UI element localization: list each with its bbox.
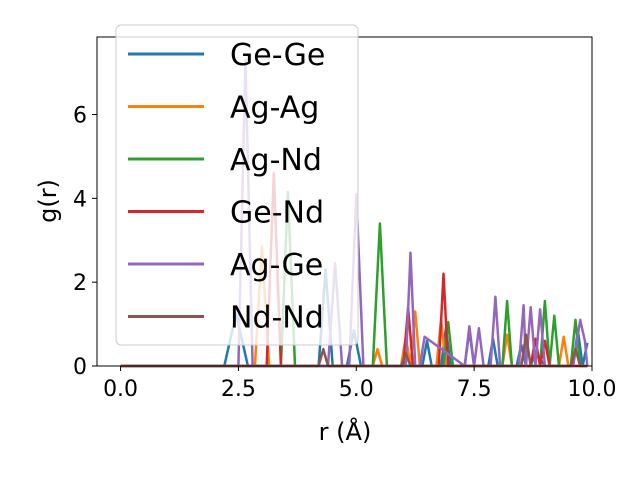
legend-label: Nd-Nd [230,301,324,336]
x-tick-label: 2.5 [221,377,256,402]
legend-label: Ag-Ag [230,91,319,126]
y-axis-label: g(r) [34,179,62,223]
y-tick-label: 0 [73,355,87,380]
legend-label: Ag-Nd [230,143,322,178]
legend-label: Ag-Ge [230,248,323,283]
axes: 0.0 2.5 5.0 7.5 10.0 0 2 4 6 [73,36,617,402]
x-tick-label: 10.0 [568,377,617,402]
legend-box [115,24,359,346]
x-axis-label: r (Å) [319,417,372,446]
legend-label: Ge-Nd [230,196,324,231]
x-tick-label: 7.5 [457,377,492,402]
x-tick-label: 0.0 [103,377,138,402]
y-tick-label: 2 [73,271,87,296]
y-tick-label: 6 [73,104,87,129]
legend: Ge-Ge Ag-Ag Ag-Nd Ge-Nd Ag-Ge Nd-Nd [115,24,359,346]
legend-label: Ge-Ge [230,38,325,73]
x-tick-label: 5.0 [339,377,374,402]
y-tick-label: 4 [73,187,87,212]
